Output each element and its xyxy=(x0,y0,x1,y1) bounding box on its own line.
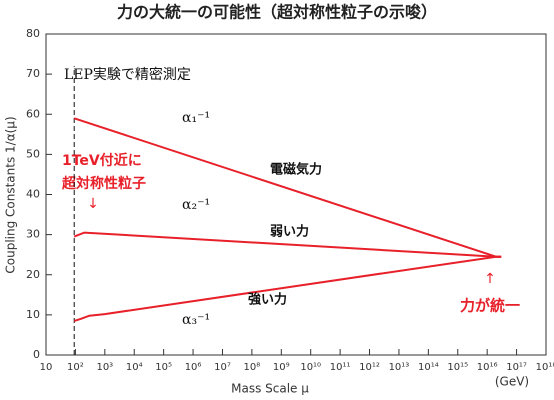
reference-label: LEP実験で精密測定 xyxy=(64,66,191,83)
y-axis-label: Coupling Constants 1/α(μ) xyxy=(4,116,18,273)
chart-title: 力の大統一の可能性（超対称性粒子の示唆） xyxy=(117,3,437,22)
series-label: α₂⁻¹ xyxy=(182,197,210,213)
annotation-arrow: ↑ xyxy=(484,271,496,287)
x-tick-label: 10⁵ xyxy=(155,362,172,373)
x-tick-label: 10² xyxy=(67,362,84,373)
force-label: 強い力 xyxy=(248,292,287,308)
x-tick-label: 10¹¹ xyxy=(330,362,351,373)
series-label: α₁⁻¹ xyxy=(182,110,210,126)
annotation: 超対称性粒子 xyxy=(61,175,146,192)
x-tick-label: 10 xyxy=(40,362,53,373)
y-tick-label: 10 xyxy=(26,308,40,321)
x-tick-label: 10¹⁰ xyxy=(300,362,321,373)
x-tick-label: 10³ xyxy=(96,362,113,373)
x-tick-label: 10¹³ xyxy=(389,362,410,373)
y-tick-label: 70 xyxy=(26,67,40,80)
x-tick-label: 10¹⁸ xyxy=(536,362,554,373)
x-tick-label: 10⁶ xyxy=(185,362,202,373)
x-tick-label: 10¹⁴ xyxy=(418,362,439,373)
force-label: 電磁気力 xyxy=(270,162,322,178)
x-tick-label: 10¹⁷ xyxy=(506,362,527,373)
x-axis-label: Mass Scale μ xyxy=(231,382,309,396)
annotation: 力が統一 xyxy=(460,297,520,315)
series-label: α₃⁻¹ xyxy=(182,312,210,328)
force-label: 弱い力 xyxy=(270,224,309,240)
y-tick-label: 60 xyxy=(26,107,40,120)
x-tick-label: 10⁹ xyxy=(273,362,290,373)
x-tick-label: 10¹² xyxy=(359,362,380,373)
annotation: 1TeV付近に xyxy=(62,152,142,169)
x-tick-label: 10¹⁵ xyxy=(447,362,468,373)
y-tick-label: 50 xyxy=(26,147,40,160)
y-tick-label: 40 xyxy=(26,188,40,201)
x-tick-label: 10⁸ xyxy=(244,362,261,373)
y-tick-label: 20 xyxy=(26,268,40,281)
y-tick-label: 80 xyxy=(26,27,40,40)
series-line xyxy=(73,255,502,322)
annotation-arrow: ↓ xyxy=(87,196,99,212)
x-tick-label: 10⁷ xyxy=(214,362,231,373)
y-tick-label: 30 xyxy=(26,228,40,241)
x-tick-label: 10⁴ xyxy=(126,362,143,373)
x-axis-unit: (GeV) xyxy=(495,375,529,389)
y-tick-label: 0 xyxy=(33,348,40,361)
x-tick-label: 10¹⁶ xyxy=(477,362,498,373)
